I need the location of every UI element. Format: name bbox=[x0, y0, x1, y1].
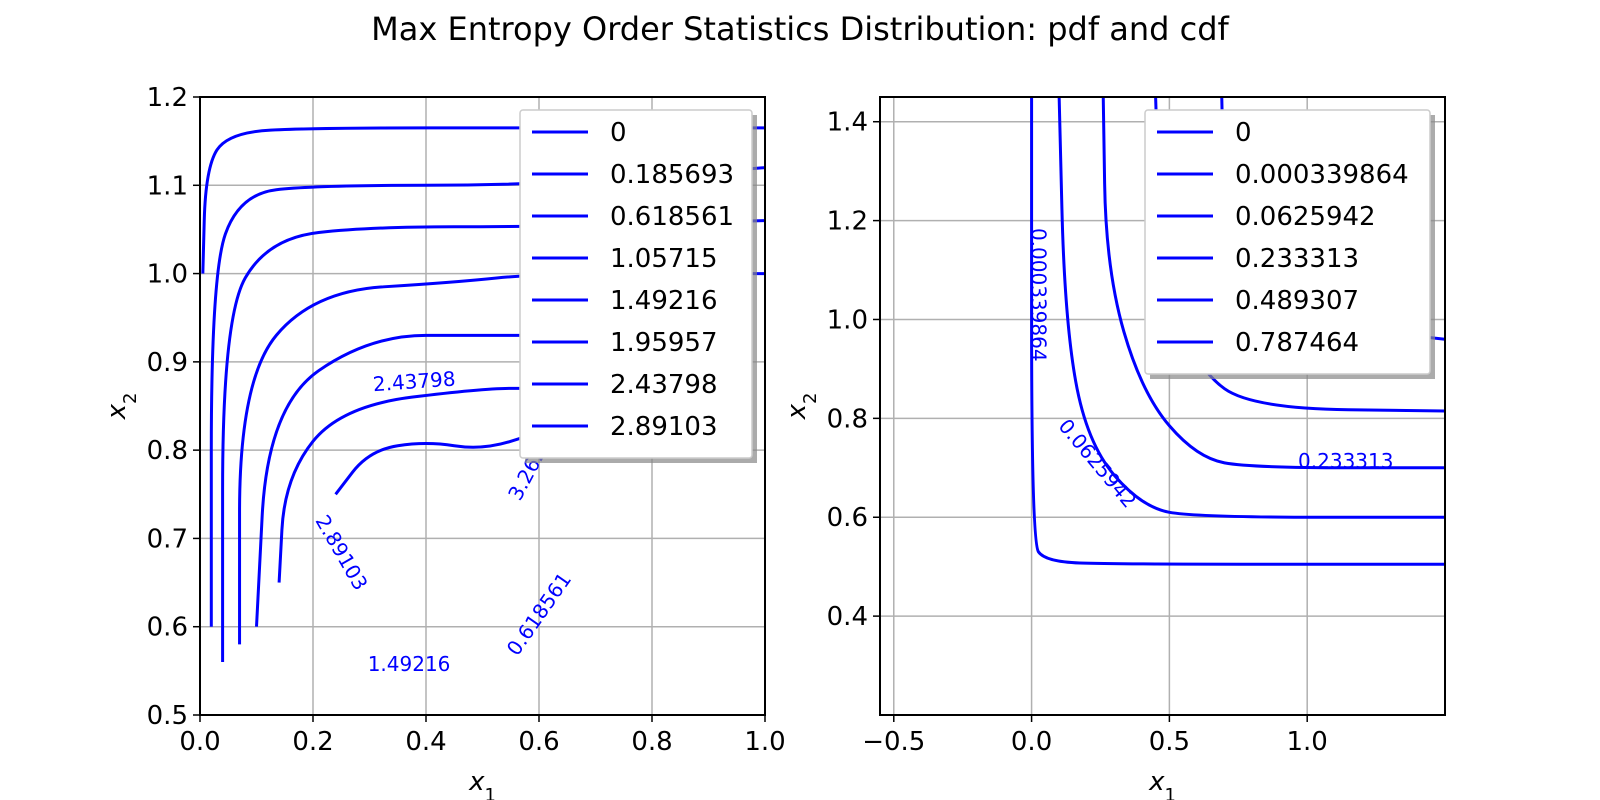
left-ticks: 0.0 0.2 0.4 0.6 0.8 1.0 0.5 0.6 0.7 0.8 0.9 1.0 1.1 1… bbox=[147, 83, 786, 757]
x-tick-label: 0.5 bbox=[1149, 727, 1190, 757]
y-tick-label: 0.6 bbox=[827, 503, 868, 533]
contour-line bbox=[1101, 97, 1445, 470]
legend-label: 0.0625942 bbox=[1235, 202, 1376, 232]
contour-inline-label: 1.49216 bbox=[368, 652, 451, 676]
legend-label: 1.95957 bbox=[610, 328, 718, 358]
x-tick-label: 0.2 bbox=[292, 727, 333, 757]
legend-label: 2.43798 bbox=[610, 370, 718, 400]
x-tick-label: 0.8 bbox=[631, 727, 672, 757]
right-x-axis-label: x1 bbox=[1148, 767, 1176, 800]
legend-box bbox=[1144, 109, 1431, 375]
legend-box bbox=[519, 109, 753, 459]
contour-line bbox=[238, 272, 765, 645]
x-tick-label: 0.0 bbox=[179, 727, 220, 757]
right-axes-frame bbox=[879, 96, 1446, 716]
contour-line bbox=[209, 166, 765, 627]
legend-label: 0.618561 bbox=[610, 202, 734, 232]
legend-label: 0.185693 bbox=[610, 160, 734, 190]
y-axis-title: x2 bbox=[782, 393, 821, 421]
y-tick-label: 1.4 bbox=[827, 108, 868, 138]
legend-label: 0.233313 bbox=[1235, 244, 1359, 274]
left-legend: 0 0.185693 0.618561 1.05715 1.49216 1.95957 2.… bbox=[519, 109, 757, 463]
x-tick-label: 0.4 bbox=[405, 727, 446, 757]
right-legend: 0 0.000339864 0.0625942 0.233313 0.489307 0.7… bbox=[1144, 109, 1435, 379]
contour-line bbox=[255, 333, 652, 627]
x-axis-title: x1 bbox=[1148, 767, 1176, 800]
contour-inline-label: 0.233313 bbox=[1298, 449, 1393, 473]
legend-label: 0.489307 bbox=[1235, 286, 1359, 316]
contour-inline-label: 2.89103 bbox=[311, 511, 373, 595]
left-axes-frame bbox=[199, 96, 766, 716]
x-tick-label: 1.0 bbox=[1287, 727, 1328, 757]
x-tick-label: 0.6 bbox=[518, 727, 559, 757]
y-tick-label: 0.9 bbox=[147, 348, 188, 378]
x-tick-label: −0.5 bbox=[862, 727, 925, 757]
y-tick-label: 0.8 bbox=[147, 436, 188, 466]
x-axis-title: x1 bbox=[468, 767, 496, 800]
x-tick-label: 0.0 bbox=[1011, 727, 1052, 757]
legend-label: 1.49216 bbox=[610, 286, 718, 316]
y-tick-label: 0.8 bbox=[827, 404, 868, 434]
legend-label: 0.787464 bbox=[1235, 328, 1359, 358]
right-contours bbox=[1030, 97, 1445, 566]
y-tick-label: 0.5 bbox=[147, 701, 188, 731]
contour-line bbox=[334, 431, 540, 496]
contour-inline-label: 0.0625942 bbox=[1054, 414, 1142, 512]
right-y-axis-label: x2 bbox=[782, 393, 821, 421]
legend-label: 2.89103 bbox=[610, 412, 718, 442]
right-chart: 0.000339864 0.0625942 0.233313 −0.5 0.0 0.5 1… bbox=[782, 96, 1446, 800]
y-axis-title: x2 bbox=[102, 393, 141, 421]
y-tick-label: 1.0 bbox=[147, 260, 188, 290]
contour-inline-label: 2.43798 bbox=[372, 367, 456, 397]
contour-inline-label: 0.000339864 bbox=[1027, 228, 1051, 362]
legend-label: 1.05715 bbox=[610, 244, 718, 274]
x-tick-label: 1.0 bbox=[744, 727, 785, 757]
y-tick-label: 1.2 bbox=[827, 207, 868, 237]
y-tick-label: 1.2 bbox=[147, 83, 188, 113]
legend-label: 0.000339864 bbox=[1235, 160, 1409, 190]
left-y-axis-label: x2 bbox=[102, 393, 141, 421]
contour-line bbox=[277, 386, 539, 583]
legend-label: 0 bbox=[610, 118, 627, 148]
contour-line bbox=[1030, 97, 1445, 566]
legend-label: 0 bbox=[1235, 118, 1252, 148]
contour-line bbox=[221, 219, 765, 663]
y-tick-label: 0.4 bbox=[827, 602, 868, 632]
y-tick-label: 1.0 bbox=[827, 305, 868, 335]
right-ticks: −0.5 0.0 0.5 1.0 0.4 0.6 0.8 1.0 1.2 1.4 bbox=[827, 108, 1328, 757]
figure-title: Max Entropy Order Statistics Distributio… bbox=[371, 10, 1229, 48]
left-x-axis-label: x1 bbox=[468, 767, 496, 800]
y-tick-label: 0.6 bbox=[147, 613, 188, 643]
y-tick-label: 1.1 bbox=[147, 171, 188, 201]
contour-line bbox=[1057, 97, 1445, 519]
y-tick-label: 0.7 bbox=[147, 524, 188, 554]
